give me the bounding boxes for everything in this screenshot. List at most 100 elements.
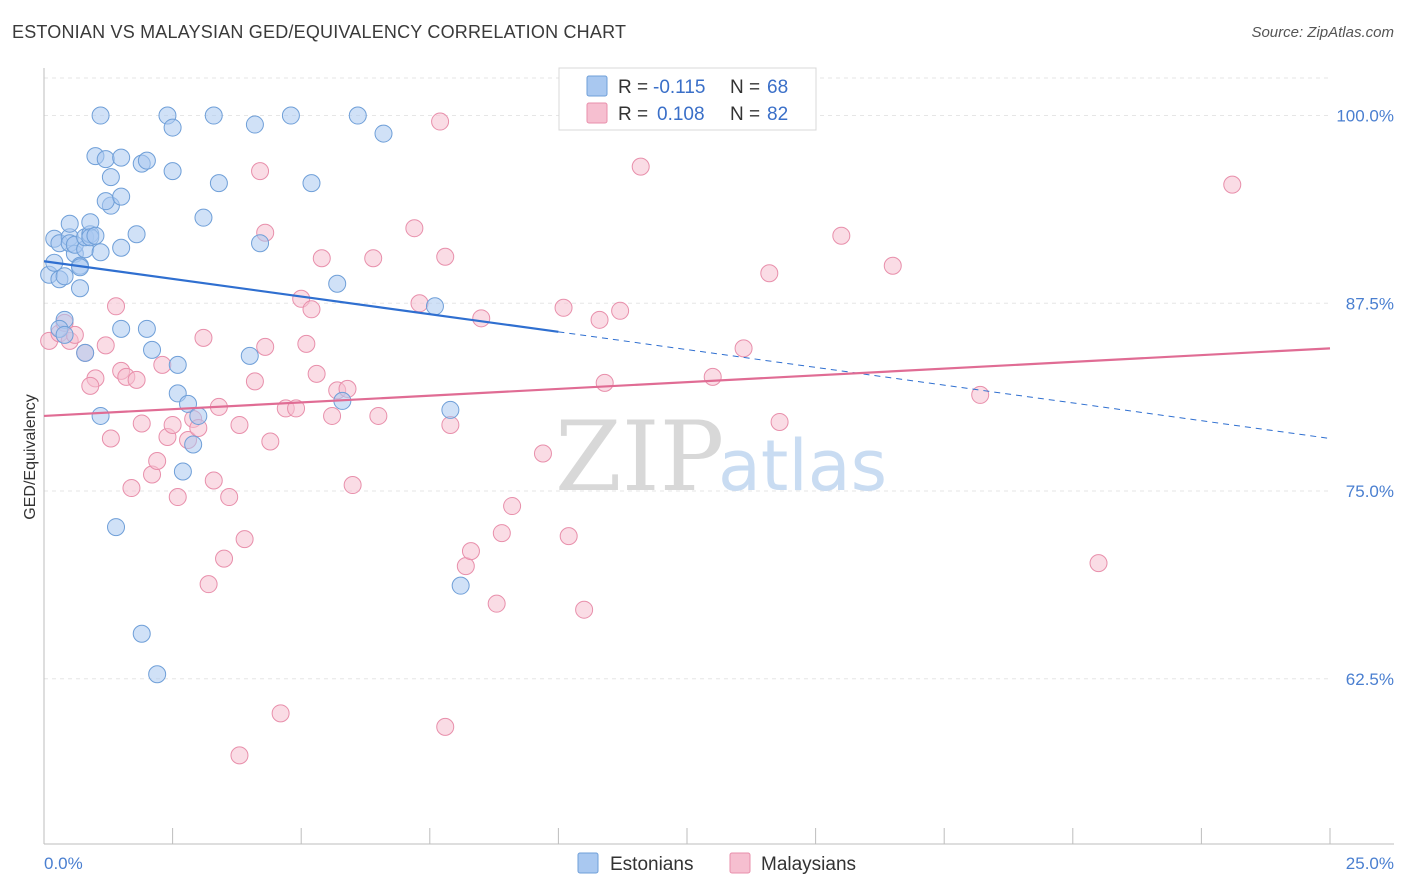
malaysians-point-67 (590, 310, 609, 329)
malaysians-point-64 (554, 298, 573, 317)
malaysians-point-72 (734, 339, 753, 358)
estonians-point-38 (137, 151, 156, 170)
watermark-zip: ZIP (555, 401, 724, 513)
malaysians-point-76 (883, 256, 902, 275)
malaysians-point-75 (832, 226, 851, 245)
y-axis-label: GED/Equivalency (22, 394, 39, 519)
malaysians-point-44 (312, 249, 331, 268)
estonians-point-48 (194, 208, 213, 227)
malaysians-point-20 (163, 415, 182, 434)
malaysians-point-29 (215, 549, 234, 568)
estonians-point-23 (55, 325, 74, 344)
malaysians-point-80 (230, 746, 249, 765)
malaysians-point-71 (703, 367, 722, 386)
malaysians-point-66 (575, 600, 594, 619)
legend-r-value-estonians: -0.115 (653, 77, 705, 98)
estonians-point-36 (127, 225, 146, 244)
estonians-point-12 (71, 279, 90, 298)
estonians-point-59 (374, 124, 393, 143)
malaysians-point-69 (611, 301, 630, 320)
y-tick-label-2: 87.5% (1346, 294, 1394, 313)
malaysians-point-32 (235, 530, 254, 549)
malaysians-point-63 (533, 444, 552, 463)
series-legend-label-estonians: Estonians (610, 854, 693, 875)
y-tick-label-0: 62.5% (1346, 670, 1394, 689)
legend-r-label-malaysians: R = (618, 104, 648, 125)
malaysians-point-33 (245, 372, 264, 391)
malaysians-point-62 (503, 497, 522, 516)
malaysians-point-49 (364, 249, 383, 268)
estonians-point-33 (76, 343, 95, 362)
estonians-point-45 (173, 462, 192, 481)
estonians-point-42 (168, 355, 187, 374)
malaysians-point-48 (343, 476, 362, 495)
estonians-point-63 (425, 297, 444, 316)
estonians-point-28 (96, 192, 115, 211)
legend-swatch-malaysians (586, 102, 608, 124)
malaysians-point-26 (199, 575, 218, 594)
estonians-point-61 (328, 274, 347, 293)
estonians-point-19 (86, 226, 105, 245)
axes (43, 68, 1394, 845)
chart-title: ESTONIAN VS MALAYSIAN GED/EQUIVALENCY CO… (12, 22, 627, 42)
y-tick-label-1: 75.0% (1346, 482, 1394, 501)
malaysians-point-59 (472, 309, 491, 328)
legend-n-label-estonians: N = (730, 77, 760, 98)
malaysians-point-52 (410, 294, 429, 313)
gridlines (44, 77, 1330, 680)
malaysians-point-78 (1089, 554, 1108, 573)
malaysians-point-43 (307, 364, 326, 383)
malaysians-points (40, 112, 1242, 765)
series-legend: Estonians Malaysians (577, 852, 856, 875)
legend-n-value-estonians: 68 (767, 77, 788, 98)
estonians-point-54 (163, 118, 182, 137)
malaysians-point-31 (230, 415, 249, 434)
legend-r-label-estonians: R = (618, 77, 648, 98)
malaysians-point-56 (441, 415, 460, 434)
malaysians-point-51 (405, 219, 424, 238)
estonians-point-20 (91, 243, 110, 262)
legend-r-value-malaysians: 0.108 (657, 104, 705, 125)
malaysians-point-15 (132, 414, 151, 433)
malaysians-point-30 (220, 488, 239, 507)
malaysians-point-18 (153, 355, 172, 374)
malaysians-point-21 (168, 488, 187, 507)
watermark: ZIP atlas (555, 401, 887, 513)
malaysians-point-54 (431, 112, 450, 131)
estonians-point-8 (60, 214, 79, 233)
estonians-trendline (43, 260, 559, 333)
estonians-points (40, 106, 470, 684)
estonians-point-39 (163, 162, 182, 181)
legend-swatch-estonians (586, 75, 608, 97)
malaysians-point-42 (302, 300, 321, 319)
estonians-point-50 (240, 346, 259, 365)
malaysians-point-13 (122, 479, 141, 498)
y-tick-labels: 62.5% 75.0% 87.5% 100.0% (1336, 107, 1394, 689)
watermark-atlas: atlas (718, 425, 887, 507)
estonians-point-49 (209, 174, 228, 193)
estonians-point-34 (91, 406, 110, 425)
estonians-point-5 (55, 267, 74, 286)
legend-n-label-malaysians: N = (730, 104, 760, 125)
estonians-point-64 (441, 400, 460, 419)
malaysians-point-10 (107, 297, 126, 316)
malaysians-point-68 (595, 373, 614, 392)
estonians-point-52 (91, 106, 110, 125)
estonians-trendline-extension (558, 331, 1331, 439)
malaysians-point-73 (760, 264, 779, 283)
estonians-point-60 (302, 174, 321, 193)
estonians-point-29 (112, 187, 131, 206)
estonians-point-40 (143, 340, 162, 359)
series-legend-swatch-estonians (577, 852, 599, 874)
malaysians-point-14 (127, 370, 146, 389)
estonians-point-31 (112, 238, 131, 257)
malaysians-point-53 (436, 247, 455, 266)
malaysians-point-37 (271, 704, 290, 723)
malaysians-point-74 (770, 412, 789, 431)
malaysians-point-8 (96, 336, 115, 355)
malaysians-point-45 (323, 406, 342, 425)
estonians-point-65 (451, 576, 470, 595)
legend-n-value-malaysians: 82 (767, 104, 788, 125)
malaysians-point-17 (148, 452, 167, 470)
chart-source: Source: ZipAtlas.com (1251, 24, 1394, 41)
